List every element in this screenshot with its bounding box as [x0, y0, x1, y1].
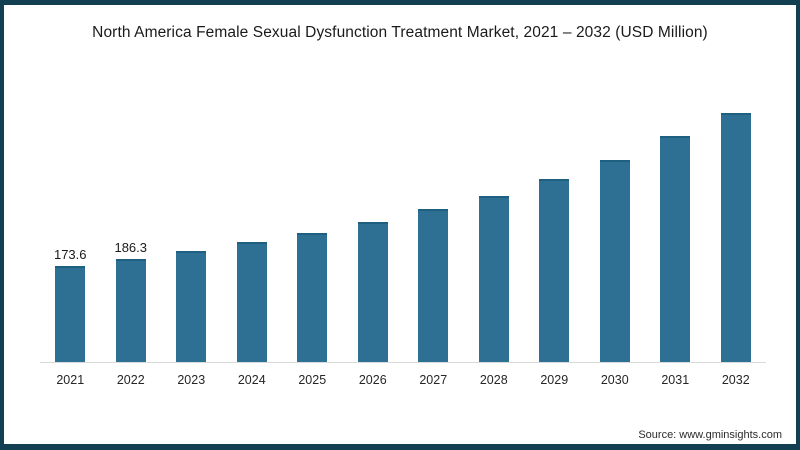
bars-row: 173.6 186.3: [40, 102, 766, 362]
x-axis-label-2032: 2032: [721, 373, 750, 387]
bar-column-2032: [706, 102, 767, 362]
x-axis-label-2026: 2026: [358, 373, 387, 387]
bar-2031: [660, 136, 691, 362]
bar-column-2022: 186.3: [101, 102, 162, 362]
bar-2024: [236, 242, 267, 362]
bar-2028: [478, 195, 509, 362]
bar-column-2025: [282, 102, 343, 362]
x-axis-label-2024: 2024: [237, 373, 266, 387]
x-axis-labels: 2021 2022 2023 2024 2025 2026 2027 2028 2029 2030…: [40, 373, 766, 388]
bar-value-label: 173.6: [53, 247, 87, 262]
bar-2030: [599, 159, 630, 362]
bar-column-2023: [161, 102, 222, 362]
bar-column-2027: [403, 102, 464, 362]
bar-column-2021: 173.6: [40, 102, 101, 362]
bar-column-2030: [585, 102, 646, 362]
x-axis-label-2027: 2027: [419, 373, 448, 387]
bar-2026: [357, 221, 388, 362]
bar-2032: [720, 113, 751, 362]
x-axis-label-2029: 2029: [540, 373, 569, 387]
bar-2029: [539, 178, 570, 362]
bar-column-2024: [222, 102, 283, 362]
bar-2027: [418, 208, 449, 362]
x-axis-label-2023: 2023: [177, 373, 206, 387]
bar-column-2026: [343, 102, 404, 362]
source-attribution: Source: www.gminsights.com: [638, 429, 782, 441]
bar-2021: [55, 266, 86, 362]
x-axis-label-2030: 2030: [600, 373, 629, 387]
bar-column-2031: [645, 102, 706, 362]
x-axis-label-2031: 2031: [661, 373, 690, 387]
bar-column-2029: [524, 102, 585, 362]
bar-2022: [115, 258, 146, 362]
x-axis-label-2028: 2028: [479, 373, 508, 387]
bar-value-label: 186.3: [114, 239, 148, 255]
bar-2023: [176, 251, 207, 362]
chart-title: North America Female Sexual Dysfunction …: [92, 24, 708, 41]
plot-area: 173.6 186.3: [40, 102, 766, 363]
x-axis-label-2021: 2021: [56, 373, 85, 387]
x-axis-label-2022: 2022: [116, 373, 145, 387]
bar-2025: [297, 232, 328, 362]
x-axis-label-2025: 2025: [298, 373, 327, 387]
bar-column-2028: [464, 102, 525, 362]
